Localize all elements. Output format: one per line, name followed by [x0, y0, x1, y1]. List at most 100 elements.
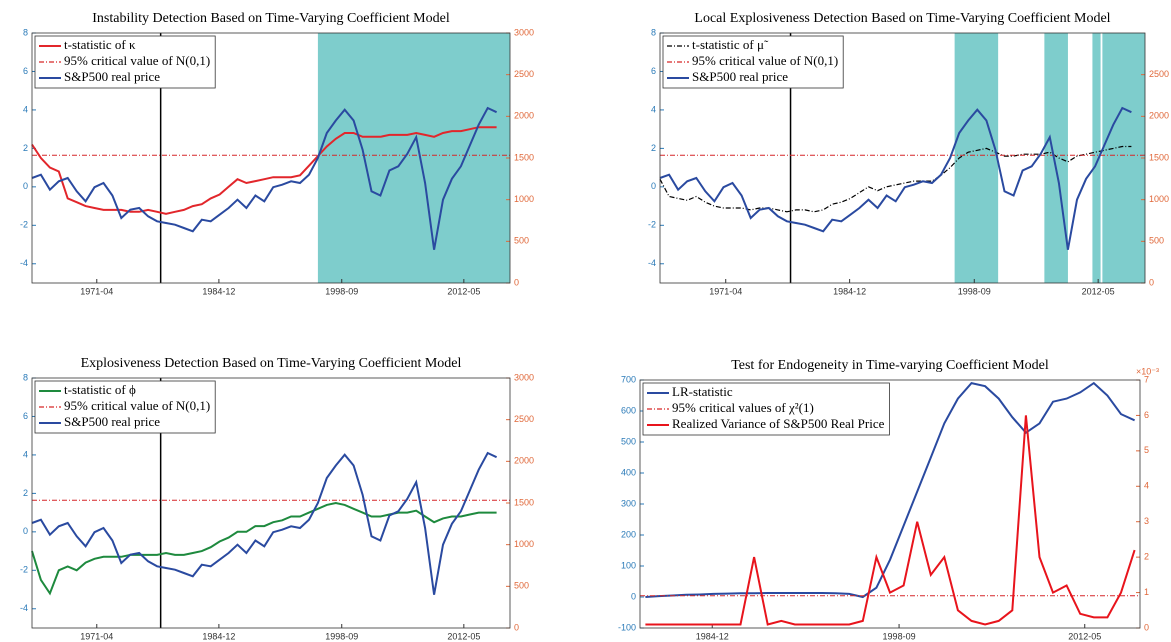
legend-label: LR-statistic	[672, 384, 733, 399]
legend-label: 95% critical values of χ²(1)	[672, 400, 814, 415]
x-tick-label: 1971-04	[709, 286, 742, 296]
x-tick-label: 1998-09	[325, 286, 358, 296]
legend-label: t-statistic of κ	[64, 37, 136, 52]
legend-label: 95% critical value of N(0,1)	[64, 53, 210, 68]
y-tick-label: 0	[23, 181, 28, 191]
y2-exponent: ×10⁻³	[1136, 366, 1159, 376]
y-tick-label: 6	[23, 411, 28, 421]
x-tick-label: 2012-05	[1068, 631, 1101, 641]
legend-label: t-statistic of ϕ	[64, 382, 136, 397]
y-tick-label: -4	[648, 258, 656, 268]
y2-tick-label: 1000	[1149, 194, 1169, 204]
y2-tick-label: 1500	[514, 497, 534, 507]
y-tick-label: 600	[621, 405, 636, 415]
y-tick-label: -2	[20, 220, 28, 230]
y2-tick-label: 3000	[514, 372, 534, 382]
y-tick-label: 0	[651, 181, 656, 191]
y2-tick-label: 0	[1149, 277, 1154, 287]
y-tick-label: 500	[621, 436, 636, 446]
x-tick-label: 2012-05	[447, 631, 480, 641]
legend-box	[34, 380, 216, 434]
y2-tick-label: 3000	[514, 27, 534, 37]
y-tick-label: 4	[23, 104, 28, 114]
plot-frame	[31, 32, 511, 284]
chart-panel: Test for Endogeneity in Time-varying Coe…	[618, 358, 1159, 641]
chart-title: Local Explosiveness Detection Based on T…	[694, 11, 1110, 26]
y-tick-label: 4	[651, 104, 656, 114]
legend-box	[662, 35, 844, 89]
y2-tick-label: 4	[1144, 481, 1149, 491]
shaded-region	[954, 33, 999, 283]
legend-label: S&P500 real price	[64, 69, 160, 84]
y2-tick-label: 5	[1144, 445, 1149, 455]
y2-tick-label: 2500	[514, 414, 534, 424]
y-tick-label: 0	[23, 526, 28, 536]
x-tick-label: 1984-12	[833, 286, 866, 296]
y-tick-label: -2	[648, 220, 656, 230]
chart-panel: Local Explosiveness Detection Based on T…	[648, 11, 1169, 296]
chart-title: Explosiveness Detection Based on Time-Va…	[81, 356, 462, 371]
y-tick-label: 100	[621, 560, 636, 570]
legend-label: S&P500 real price	[692, 69, 788, 84]
legend: t-statistic of μ̃95% critical value of N…	[662, 35, 844, 89]
y2-tick-label: 0	[1144, 622, 1149, 632]
y-tick-label: 4	[23, 449, 28, 459]
y2-tick-label: 1000	[514, 539, 534, 549]
y2-tick-label: 2	[1144, 552, 1149, 562]
y2-tick-label: 1	[1144, 587, 1149, 597]
y2-tick-label: 2000	[514, 111, 534, 121]
y-tick-label: 8	[651, 27, 656, 37]
y2-tick-label: 0	[514, 277, 519, 287]
shaded-region	[1044, 33, 1068, 283]
shaded-region	[1092, 33, 1101, 283]
y-tick-label: -4	[20, 603, 28, 613]
y-tick-label: 2	[651, 143, 656, 153]
legend-label: t-statistic of μ̃	[692, 37, 769, 52]
y-tick-label: 2	[23, 143, 28, 153]
series-line	[659, 145, 1132, 213]
y2-tick-label: 1500	[514, 152, 534, 162]
y-tick-label: -4	[20, 258, 28, 268]
legend-label: 95% critical value of N(0,1)	[692, 53, 838, 68]
y2-tick-label: 1000	[514, 194, 534, 204]
legend: t-statistic of κ95% critical value of N(…	[34, 35, 216, 89]
y2-tick-label: 7	[1144, 374, 1149, 384]
legend-box	[642, 382, 890, 436]
y-tick-label: 2	[23, 488, 28, 498]
series-line	[659, 106, 1132, 250]
y-tick-label: -100	[618, 622, 636, 632]
series-line	[645, 381, 1136, 599]
y2-tick-label: 3	[1144, 516, 1149, 526]
y2-tick-label: 2000	[1149, 111, 1169, 121]
y2-tick-label: 500	[1149, 236, 1164, 246]
shaded-region	[317, 33, 510, 283]
y-tick-label: 8	[23, 372, 28, 382]
legend-label: S&P500 real price	[64, 414, 160, 429]
y2-tick-label: 2500	[514, 69, 534, 79]
y-tick-label: -2	[20, 565, 28, 575]
series-line	[31, 451, 498, 595]
x-tick-label: 1971-04	[80, 631, 113, 641]
y-tick-label: 0	[631, 591, 636, 601]
plot-frame	[659, 32, 1146, 284]
y2-tick-label: 6	[1144, 410, 1149, 420]
legend-label: Realized Variance of S&P500 Real Price	[672, 416, 885, 431]
plot-frame	[639, 379, 1141, 629]
series-line	[645, 415, 1136, 626]
x-tick-label: 1984-12	[202, 286, 235, 296]
y2-tick-label: 0	[514, 622, 519, 632]
chart-title: Instability Detection Based on Time-Vary…	[92, 11, 450, 26]
series-line	[31, 106, 498, 250]
y-tick-label: 8	[23, 27, 28, 37]
y-tick-label: 200	[621, 529, 636, 539]
series-line	[31, 126, 497, 215]
chart-title: Test for Endogeneity in Time-varying Coe…	[731, 358, 1049, 373]
x-tick-label: 2012-05	[1082, 286, 1115, 296]
y-tick-label: 6	[651, 66, 656, 76]
y-tick-label: 400	[621, 467, 636, 477]
legend: t-statistic of ϕ95% critical value of N(…	[34, 380, 216, 434]
x-tick-label: 1984-12	[202, 631, 235, 641]
x-tick-label: 1998-09	[883, 631, 916, 641]
